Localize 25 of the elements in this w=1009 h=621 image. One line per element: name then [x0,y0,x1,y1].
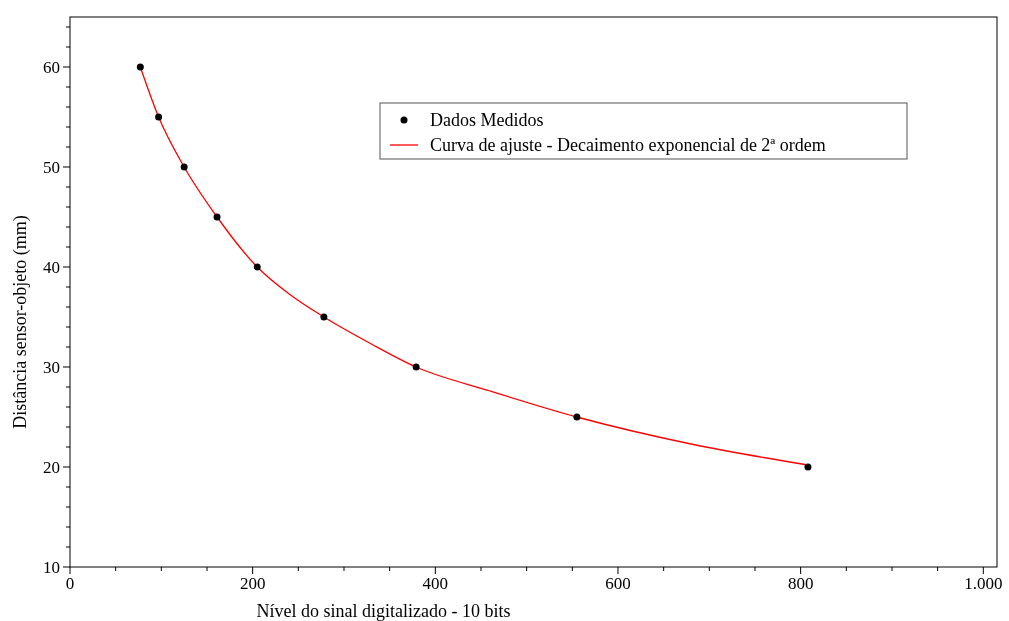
point [320,313,328,321]
y-tick-label: 60 [43,58,60,77]
x-tick-label: 800 [787,574,814,593]
x-tick-label: 600 [605,574,631,593]
x-tick-label: 1.000 [964,574,1003,593]
point [155,113,163,121]
x-tick-label: 400 [422,574,449,593]
y-tick-label: 50 [43,158,60,177]
legend-label: Dados Medidos [430,110,544,130]
point [253,263,261,271]
y-tick-label: 20 [43,458,60,477]
y-tick-label: 30 [43,358,60,377]
y-tick-label: 10 [43,558,60,577]
x-tick-label: 200 [239,574,266,593]
y-axis-title: Distância sensor-objeto (mm) [10,215,31,429]
point [573,413,581,421]
point [180,163,188,171]
point [804,463,812,471]
y-tick-label: 40 [43,258,60,277]
point [136,63,144,71]
x-axis-title: Nível do sinal digitalizado - 10 bits [256,601,511,621]
legend-label: Curva de ajuste - Decaimento exponencial de 2ª ordem [430,135,826,155]
x-tick-label: 0 [65,574,75,593]
point [412,363,420,371]
point [213,213,221,221]
